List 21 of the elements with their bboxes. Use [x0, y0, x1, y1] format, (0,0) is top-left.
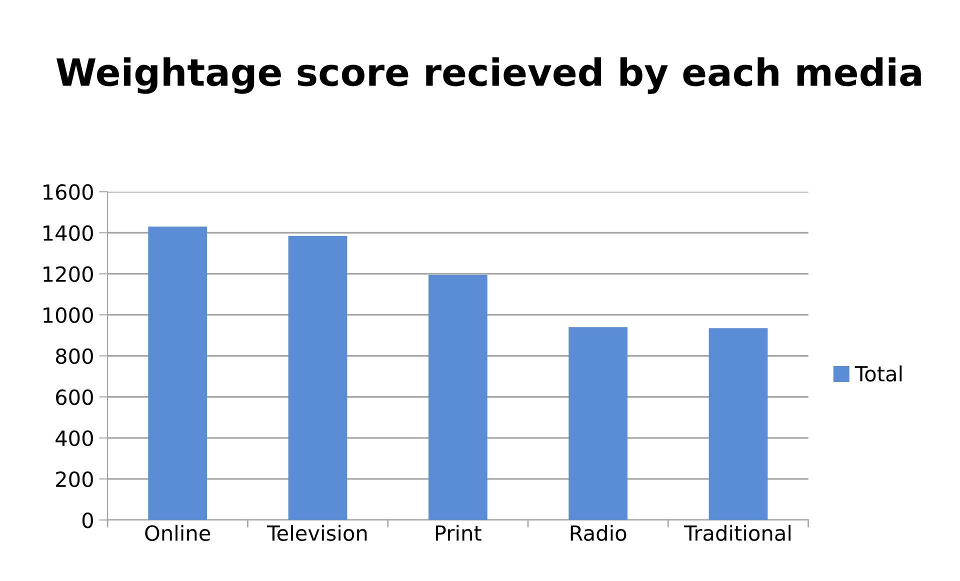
x-tick-label: Online: [145, 524, 210, 541]
bar: [148, 226, 208, 520]
y-tick-label: 400: [56, 430, 93, 446]
x-tick-label: Radio: [570, 524, 626, 541]
y-tick-label: 1600: [44, 184, 93, 200]
bar: [428, 274, 488, 520]
x-tick-label: Print: [436, 524, 482, 541]
bar: [708, 328, 768, 520]
bar: [288, 236, 348, 520]
y-tick-label: 0: [82, 512, 93, 528]
chart-title: Weightage score recieved by each media: [56, 57, 921, 94]
legend-label: Total: [854, 365, 902, 382]
y-tick-label: 1200: [44, 266, 93, 282]
y-tick-label: 1400: [44, 225, 93, 241]
x-tick-label: Television: [267, 524, 367, 541]
y-tick-label: 1000: [44, 307, 93, 324]
y-tick-label: 800: [56, 348, 93, 364]
y-tick-label: 600: [56, 389, 93, 406]
x-tick-label: Traditional: [684, 524, 791, 541]
bar: [568, 327, 628, 520]
y-tick-label: 200: [56, 471, 93, 488]
